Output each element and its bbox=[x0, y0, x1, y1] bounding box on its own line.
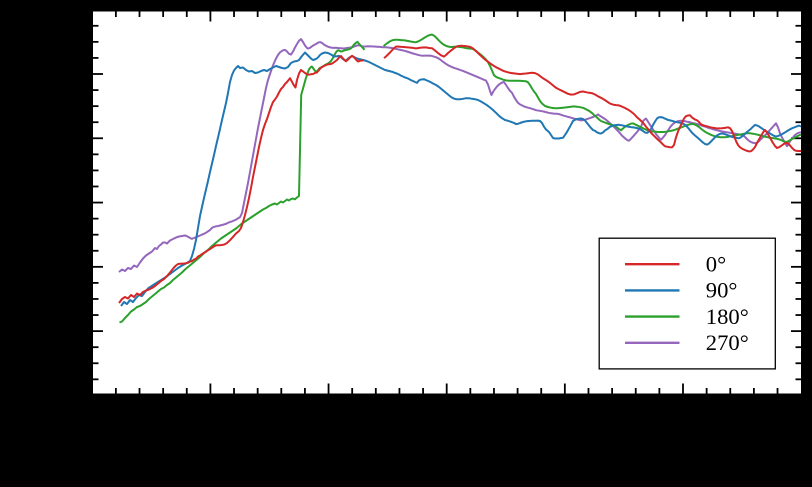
svg-text:90°: 90° bbox=[706, 278, 738, 303]
svg-text:270°: 270° bbox=[706, 330, 749, 355]
svg-text:180°: 180° bbox=[706, 304, 749, 329]
svg-text:0°: 0° bbox=[706, 251, 726, 276]
